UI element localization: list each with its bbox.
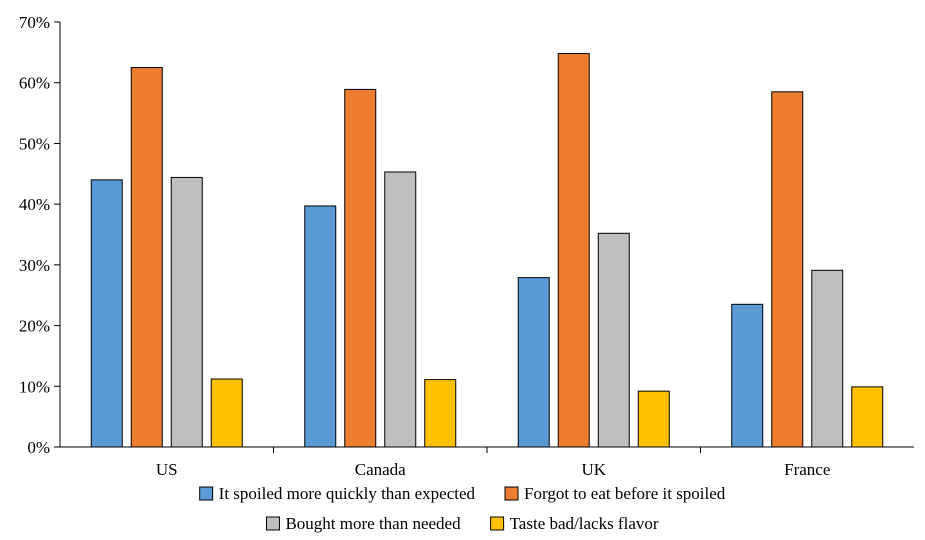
bar-uk-series-1 [517, 277, 550, 448]
y-tick-label: 0% [27, 438, 50, 457]
y-tick-label: 60% [19, 74, 50, 93]
bar-canada-series-1 [304, 205, 337, 448]
bar-france-series-4 [851, 386, 884, 448]
y-tick-label: 50% [19, 134, 50, 153]
bar-canada-series-4 [424, 379, 457, 448]
legend-swatch [490, 516, 505, 531]
y-tick-label: 10% [19, 377, 50, 396]
legend-item: Taste bad/lacks flavor [490, 514, 659, 533]
legend: It spoiled more quickly than expected For… [199, 484, 726, 533]
legend-item: Bought more than needed [265, 514, 461, 533]
legend-swatch [265, 516, 280, 531]
x-tick-label: Canada [355, 460, 406, 479]
bar-us-series-4 [210, 378, 243, 448]
y-tick-label: 70% [19, 13, 50, 32]
legend-swatch [199, 486, 214, 501]
bar-france-series-3 [811, 269, 844, 448]
legend-label: Forgot to eat before it spoiled [524, 484, 726, 503]
legend-row: Bought more than needed Taste bad/lacks f… [265, 514, 659, 533]
bar-us-series-2 [130, 67, 163, 448]
legend-item: Forgot to eat before it spoiled [504, 484, 726, 503]
bar-canada-series-3 [384, 171, 417, 448]
legend-label: It spoiled more quickly than expected [219, 484, 476, 503]
legend-swatch [504, 486, 519, 501]
legend-item: It spoiled more quickly than expected [199, 484, 476, 503]
x-tick-label: France [784, 460, 830, 479]
x-tick-label: US [156, 460, 178, 479]
bar-us-series-1 [90, 179, 123, 448]
x-axis-labels: US Canada UK France [156, 447, 830, 479]
legend-label: Taste bad/lacks flavor [510, 514, 659, 533]
bar-uk-series-4 [637, 390, 670, 448]
y-tick-label: 30% [19, 256, 50, 275]
y-tick-label: 20% [19, 317, 50, 336]
bar-canada-series-2 [344, 88, 377, 448]
bar-uk-series-3 [597, 232, 630, 448]
y-axis-ticks: 0% 10% 20% 30% 40% 50% 60% 70% [19, 13, 60, 457]
bar-france-series-2 [771, 91, 804, 448]
bar-us-series-3 [170, 176, 203, 448]
bars [90, 53, 884, 448]
y-tick-label: 40% [19, 195, 50, 214]
bar-uk-series-2 [557, 53, 590, 448]
legend-row: It spoiled more quickly than expected For… [199, 484, 726, 503]
legend-label: Bought more than needed [285, 514, 461, 533]
x-tick-label: UK [581, 460, 606, 479]
bar-france-series-1 [731, 303, 764, 448]
